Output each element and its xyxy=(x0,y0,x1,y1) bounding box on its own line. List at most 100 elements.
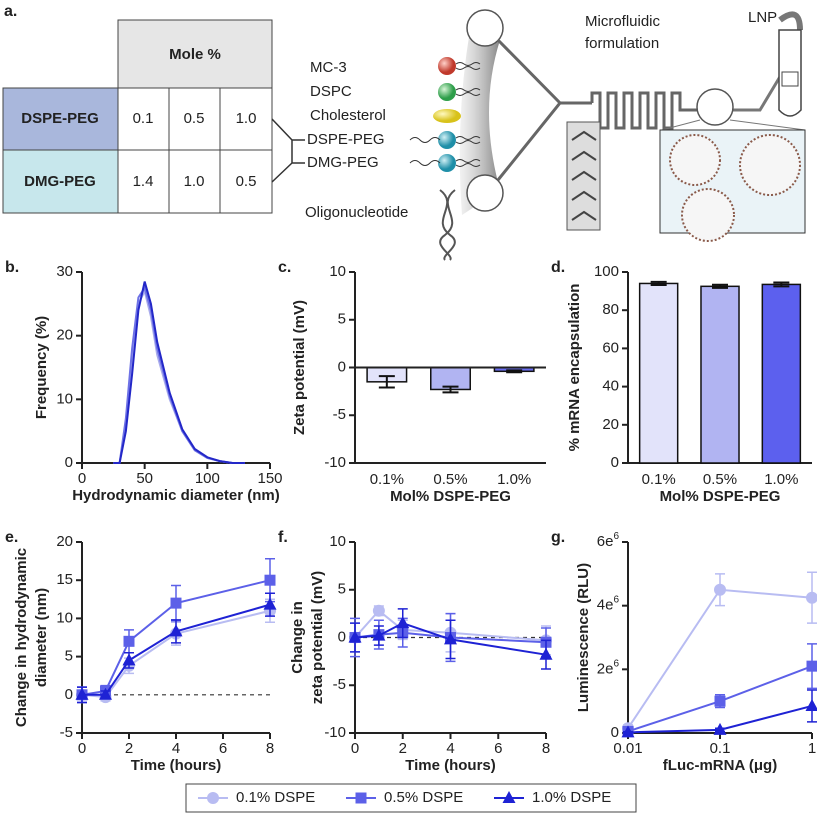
x-axis-label: Time (hours) xyxy=(405,757,496,774)
marker xyxy=(713,722,727,735)
y-axis-label: Luminescence (RLU) xyxy=(575,563,592,712)
x-tick-label: 4 xyxy=(446,740,454,757)
y-tick-label: 0 xyxy=(611,724,619,741)
marker xyxy=(263,597,277,610)
channel xyxy=(496,38,592,181)
y-tick-label: 2e6 xyxy=(597,658,620,677)
panel-a: a. Mole % DSPE-PEG 0.1 0.5 1.0 DMG-PEG 1… xyxy=(2,3,806,261)
x-tick-label: 2 xyxy=(399,740,407,757)
y-axis-label: Zeta potential (mV) xyxy=(291,300,308,435)
arrow xyxy=(778,11,803,31)
error-bar xyxy=(712,283,728,289)
marker xyxy=(170,597,182,609)
inlet xyxy=(466,9,504,47)
x-axis-label: Time (hours) xyxy=(131,757,222,774)
y-tick-label: 80 xyxy=(602,301,619,318)
y-tick-label: 0 xyxy=(65,686,73,703)
product: LNP xyxy=(748,9,777,26)
y-axis-label: diameter (nm) xyxy=(33,588,50,687)
y-tick-label: 30 xyxy=(56,263,73,280)
panel-label: b. xyxy=(5,259,19,276)
line xyxy=(113,288,245,464)
y-tick-label: 5 xyxy=(338,311,346,328)
y-axis-label: Change in xyxy=(289,601,306,674)
inlet xyxy=(466,174,504,212)
component: Oligonucleotide xyxy=(305,204,408,221)
legend-label: 0.1% DSPE xyxy=(236,789,315,806)
zoom-circle xyxy=(696,88,734,126)
x-tick-label: 0.1% xyxy=(370,471,404,488)
lipid-icon xyxy=(438,57,456,75)
bracket xyxy=(271,118,305,183)
component: DSPE-PEG xyxy=(307,131,385,148)
y-tick-label: 0 xyxy=(611,454,619,471)
error-bar xyxy=(378,375,395,389)
zoom-cone xyxy=(459,30,500,215)
x-tick-label: 2 xyxy=(125,740,133,757)
y-tick-label: 10 xyxy=(56,390,73,407)
x-tick-label: 1.0% xyxy=(497,471,531,488)
x-tick-label: 0 xyxy=(78,740,86,757)
y-tick-label: 5 xyxy=(65,648,73,665)
y-axis-label: Frequency (%) xyxy=(33,316,50,419)
y-tick-label: -5 xyxy=(333,406,346,423)
y-tick-label: 0 xyxy=(338,628,346,645)
x-tick-label: 0.1 xyxy=(710,740,731,757)
x-tick-label: 100 xyxy=(195,470,220,487)
x-tick-label: 8 xyxy=(542,740,550,757)
row-head-cell xyxy=(2,87,119,151)
marker xyxy=(355,792,367,804)
marker xyxy=(264,574,276,586)
y-tick-label: -10 xyxy=(324,724,346,741)
x-axis-label: Mol% DSPE-PEG xyxy=(660,488,781,505)
x-tick-label: 0 xyxy=(78,470,86,487)
x-tick-label: 0 xyxy=(351,740,359,757)
cell: 0.5 xyxy=(236,173,257,190)
x-tick-label: 1.0% xyxy=(764,471,798,488)
x-tick-label: 0.01 xyxy=(613,740,642,757)
table-header: Mole % xyxy=(169,46,221,63)
tube xyxy=(778,29,802,117)
y-tick-label: 10 xyxy=(56,609,73,626)
y-tick-label: 0 xyxy=(65,454,73,471)
panel-label: d. xyxy=(551,259,565,276)
marker xyxy=(99,687,112,700)
y-tick-label: -5 xyxy=(333,676,346,693)
legend-label: 1.0% DSPE xyxy=(532,789,611,806)
marker xyxy=(396,616,410,629)
panel-label: e. xyxy=(5,529,18,546)
dna-helix xyxy=(439,189,456,261)
y-tick-label: 100 xyxy=(594,263,619,280)
x-tick-label: 4 xyxy=(172,740,180,757)
component: MC-3 xyxy=(310,59,347,76)
y-axis-label: Change in hydrodynamic xyxy=(13,548,30,727)
panel-label: g. xyxy=(551,529,565,546)
marker xyxy=(207,792,219,804)
chevrons xyxy=(571,130,597,221)
error-bar xyxy=(650,280,667,286)
y-tick-label: 15 xyxy=(56,571,73,588)
cell: 1.4 xyxy=(133,173,154,190)
x-axis-label: Hydrodynamic diameter (nm) xyxy=(72,487,280,504)
lipid-icon xyxy=(438,131,456,149)
y-tick-label: 60 xyxy=(602,339,619,356)
y-tick-label: 40 xyxy=(602,378,619,395)
marker xyxy=(502,791,516,803)
cell: 0.1 xyxy=(133,110,154,127)
x-tick-label: 0.1% xyxy=(642,471,676,488)
legend: 0.1% DSPE 0.5% DSPE 1.0% DSPE xyxy=(185,783,637,813)
y-tick-label: 0 xyxy=(338,358,346,375)
x-axis-label: Mol% DSPE-PEG xyxy=(390,488,511,505)
y-tick-label: 20 xyxy=(56,327,73,344)
y-tick-label: 20 xyxy=(602,416,619,433)
error-bar xyxy=(506,369,523,374)
x-tick-label: 150 xyxy=(257,470,282,487)
bar xyxy=(700,285,740,464)
row-label: DSPE-PEG xyxy=(21,110,99,127)
marker xyxy=(714,583,726,596)
lipid-icon xyxy=(438,83,456,101)
tube-window xyxy=(781,71,799,87)
lipid-icon xyxy=(438,154,456,172)
y-tick-label: 4e6 xyxy=(597,594,620,613)
